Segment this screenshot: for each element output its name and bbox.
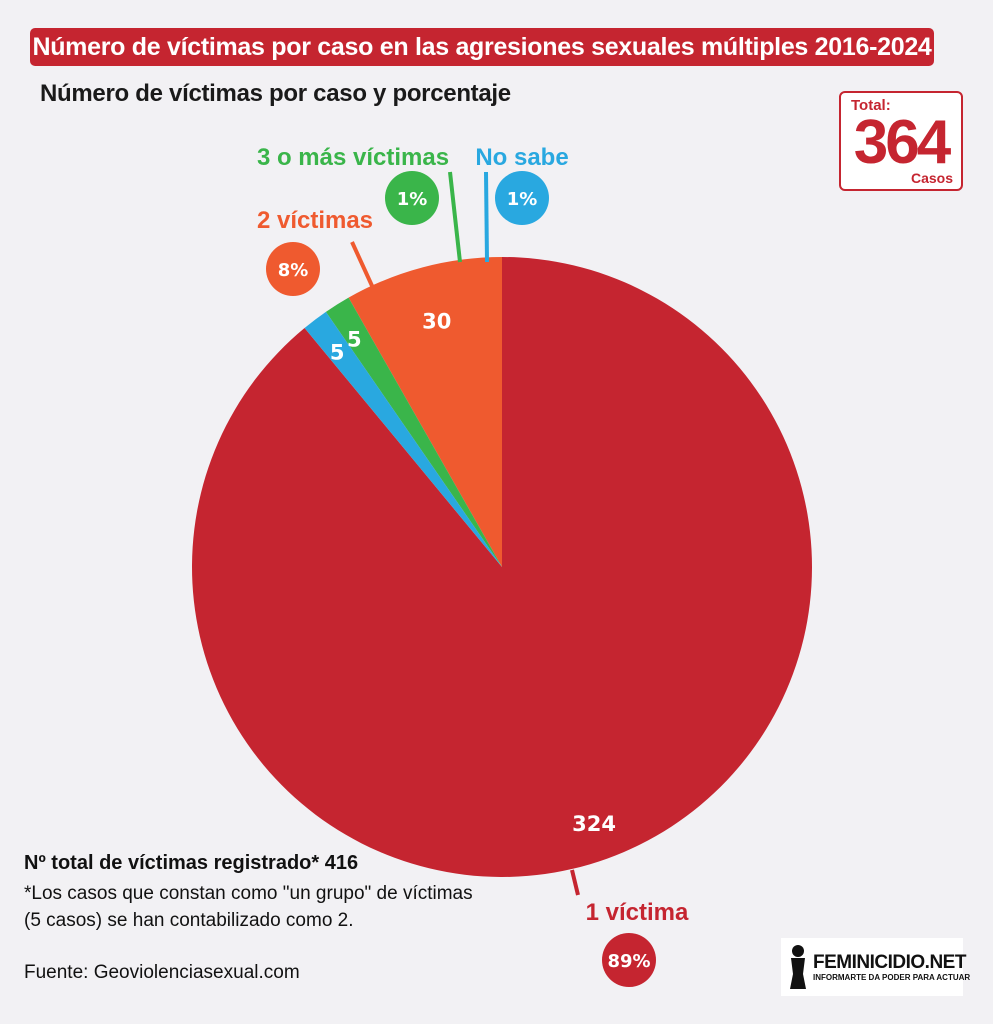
percent-label-2-victimas: 8% [278,260,309,281]
woman-silhouette-icon [790,945,806,989]
total-unit: Casos [910,170,953,186]
slice-label-no-sabe: No sabe [475,144,568,171]
percent-badge-1-victima [602,933,656,987]
leader-line-2-victimas [350,241,375,289]
logo-tagline: INFORMARTE DA PODER PARA ACTUAR [813,973,971,982]
slice-value-2-victimas: 30 [422,310,451,334]
total-victims-note: Nº total de víctimas registrado* 416 [24,852,359,874]
chart-title: Número de víctimas por caso en las agres… [30,28,934,66]
chart-title-text: Número de víctimas por caso en las agres… [32,32,932,61]
slice-label-1-victima: 1 víctima [586,899,689,926]
total-cases-badge: Total: 364 Casos [839,91,963,191]
pie-slices [192,257,813,877]
pie-slice-no-sabe [304,311,502,567]
pie-slice-2-victimas [348,257,502,567]
chart-subtitle: Número de víctimas por caso y porcentaje [40,80,511,107]
footnote: *Los casos que constan como "un grupo" d… [24,883,473,931]
logo-name: FEMINICIDIO.NET [813,952,966,973]
total-value: 364 [853,108,951,177]
slice-value-1-victima: 324 [572,812,616,836]
percent-label-1-victima: 89% [607,951,650,972]
percent-label-3-o-mas-victimas: 1% [397,189,428,210]
leader-line-1-victima [570,869,580,896]
percent-badge-no-sabe [495,171,549,225]
percent-badge-2-victimas [266,242,320,296]
slice-label-2-victimas: 2 víctimas [257,207,373,234]
slice-value-no-sabe: 5 [330,341,345,365]
slice-value-3-o-mas-victimas: 5 [347,327,362,351]
pie-labels: 324 1 víctima 89% 30 2 víctimas 8% 5 3 o más ví… [257,144,689,987]
leader-lines [350,171,580,896]
feminicidio-logo: FEMINICIDIO.NET INFORMARTE DA PODER PARA… [781,938,970,996]
pie-slice-1-victima [192,257,813,877]
percent-badge-3-o-mas-victimas [385,171,439,225]
percent-label-no-sabe: 1% [507,189,538,210]
source-note: Fuente: Geoviolenciasexual.com [24,962,300,983]
leader-line-no-sabe [484,171,489,263]
leader-line-3-o-mas-victimas [448,171,462,263]
pie-slice-3-o-mas-victimas [325,297,502,567]
slice-label-3-o-mas-victimas: 3 o más víctimas [257,144,449,171]
total-label: Total: [851,97,891,114]
